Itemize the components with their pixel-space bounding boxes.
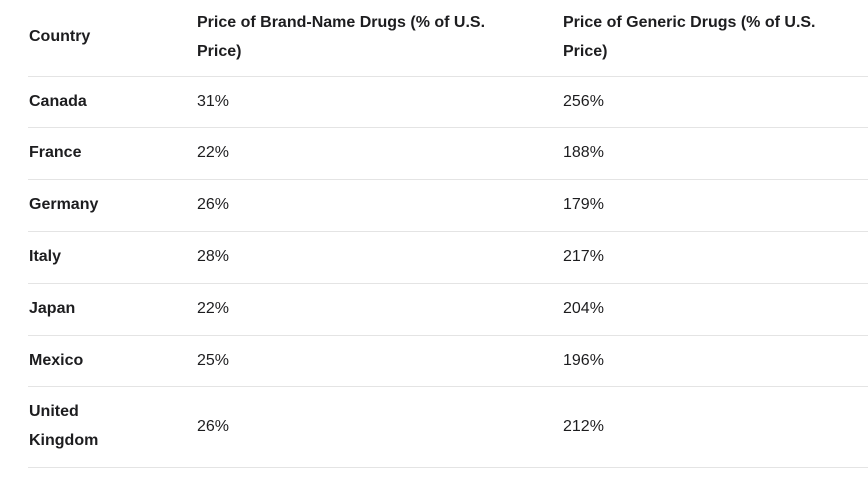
table-row: Italy 28% 217% [28, 231, 868, 284]
country-cell: Italy [28, 231, 196, 284]
generic-price-cell: 217% [562, 231, 868, 284]
country-cell: Mexico [28, 335, 196, 388]
generic-price-cell: 204% [562, 283, 868, 336]
header-row: Country Price of Brand-Name Drugs (% of … [28, 0, 868, 77]
brand-price-cell: 26% [196, 386, 562, 468]
country-cell: Japan [28, 283, 196, 336]
country-cell: Germany [28, 179, 196, 232]
table-row: Canada 31% 256% [28, 76, 868, 129]
brand-price-cell: 22% [196, 283, 562, 336]
column-header-country: Country [28, 0, 196, 77]
column-header-brand-price: Price of Brand-Name Drugs (% of U.S. Pri… [196, 0, 562, 77]
generic-price-cell: 256% [562, 76, 868, 129]
brand-price-cell: 26% [196, 179, 562, 232]
drug-prices-table: Country Price of Brand-Name Drugs (% of … [28, 0, 868, 468]
generic-price-cell: 179% [562, 179, 868, 232]
table-row: Germany 26% 179% [28, 179, 868, 232]
generic-price-cell: 196% [562, 335, 868, 388]
column-header-generic-price: Price of Generic Drugs (% of U.S. Price) [562, 0, 868, 77]
brand-price-cell: 28% [196, 231, 562, 284]
brand-price-cell: 25% [196, 335, 562, 388]
country-cell: United Kingdom [28, 386, 196, 468]
table-container: Country Price of Brand-Name Drugs (% of … [28, 0, 868, 468]
table-row: United Kingdom 26% 212% [28, 386, 868, 468]
table-row: Japan 22% 204% [28, 283, 868, 336]
brand-price-cell: 22% [196, 127, 562, 181]
table-row: Mexico 25% 196% [28, 335, 868, 388]
generic-price-cell: 188% [562, 127, 868, 181]
country-cell: France [28, 127, 196, 181]
brand-price-cell: 31% [196, 76, 562, 129]
generic-price-cell: 212% [562, 386, 868, 468]
country-cell: Canada [28, 76, 196, 129]
table-row: France 22% 188% [28, 127, 868, 181]
